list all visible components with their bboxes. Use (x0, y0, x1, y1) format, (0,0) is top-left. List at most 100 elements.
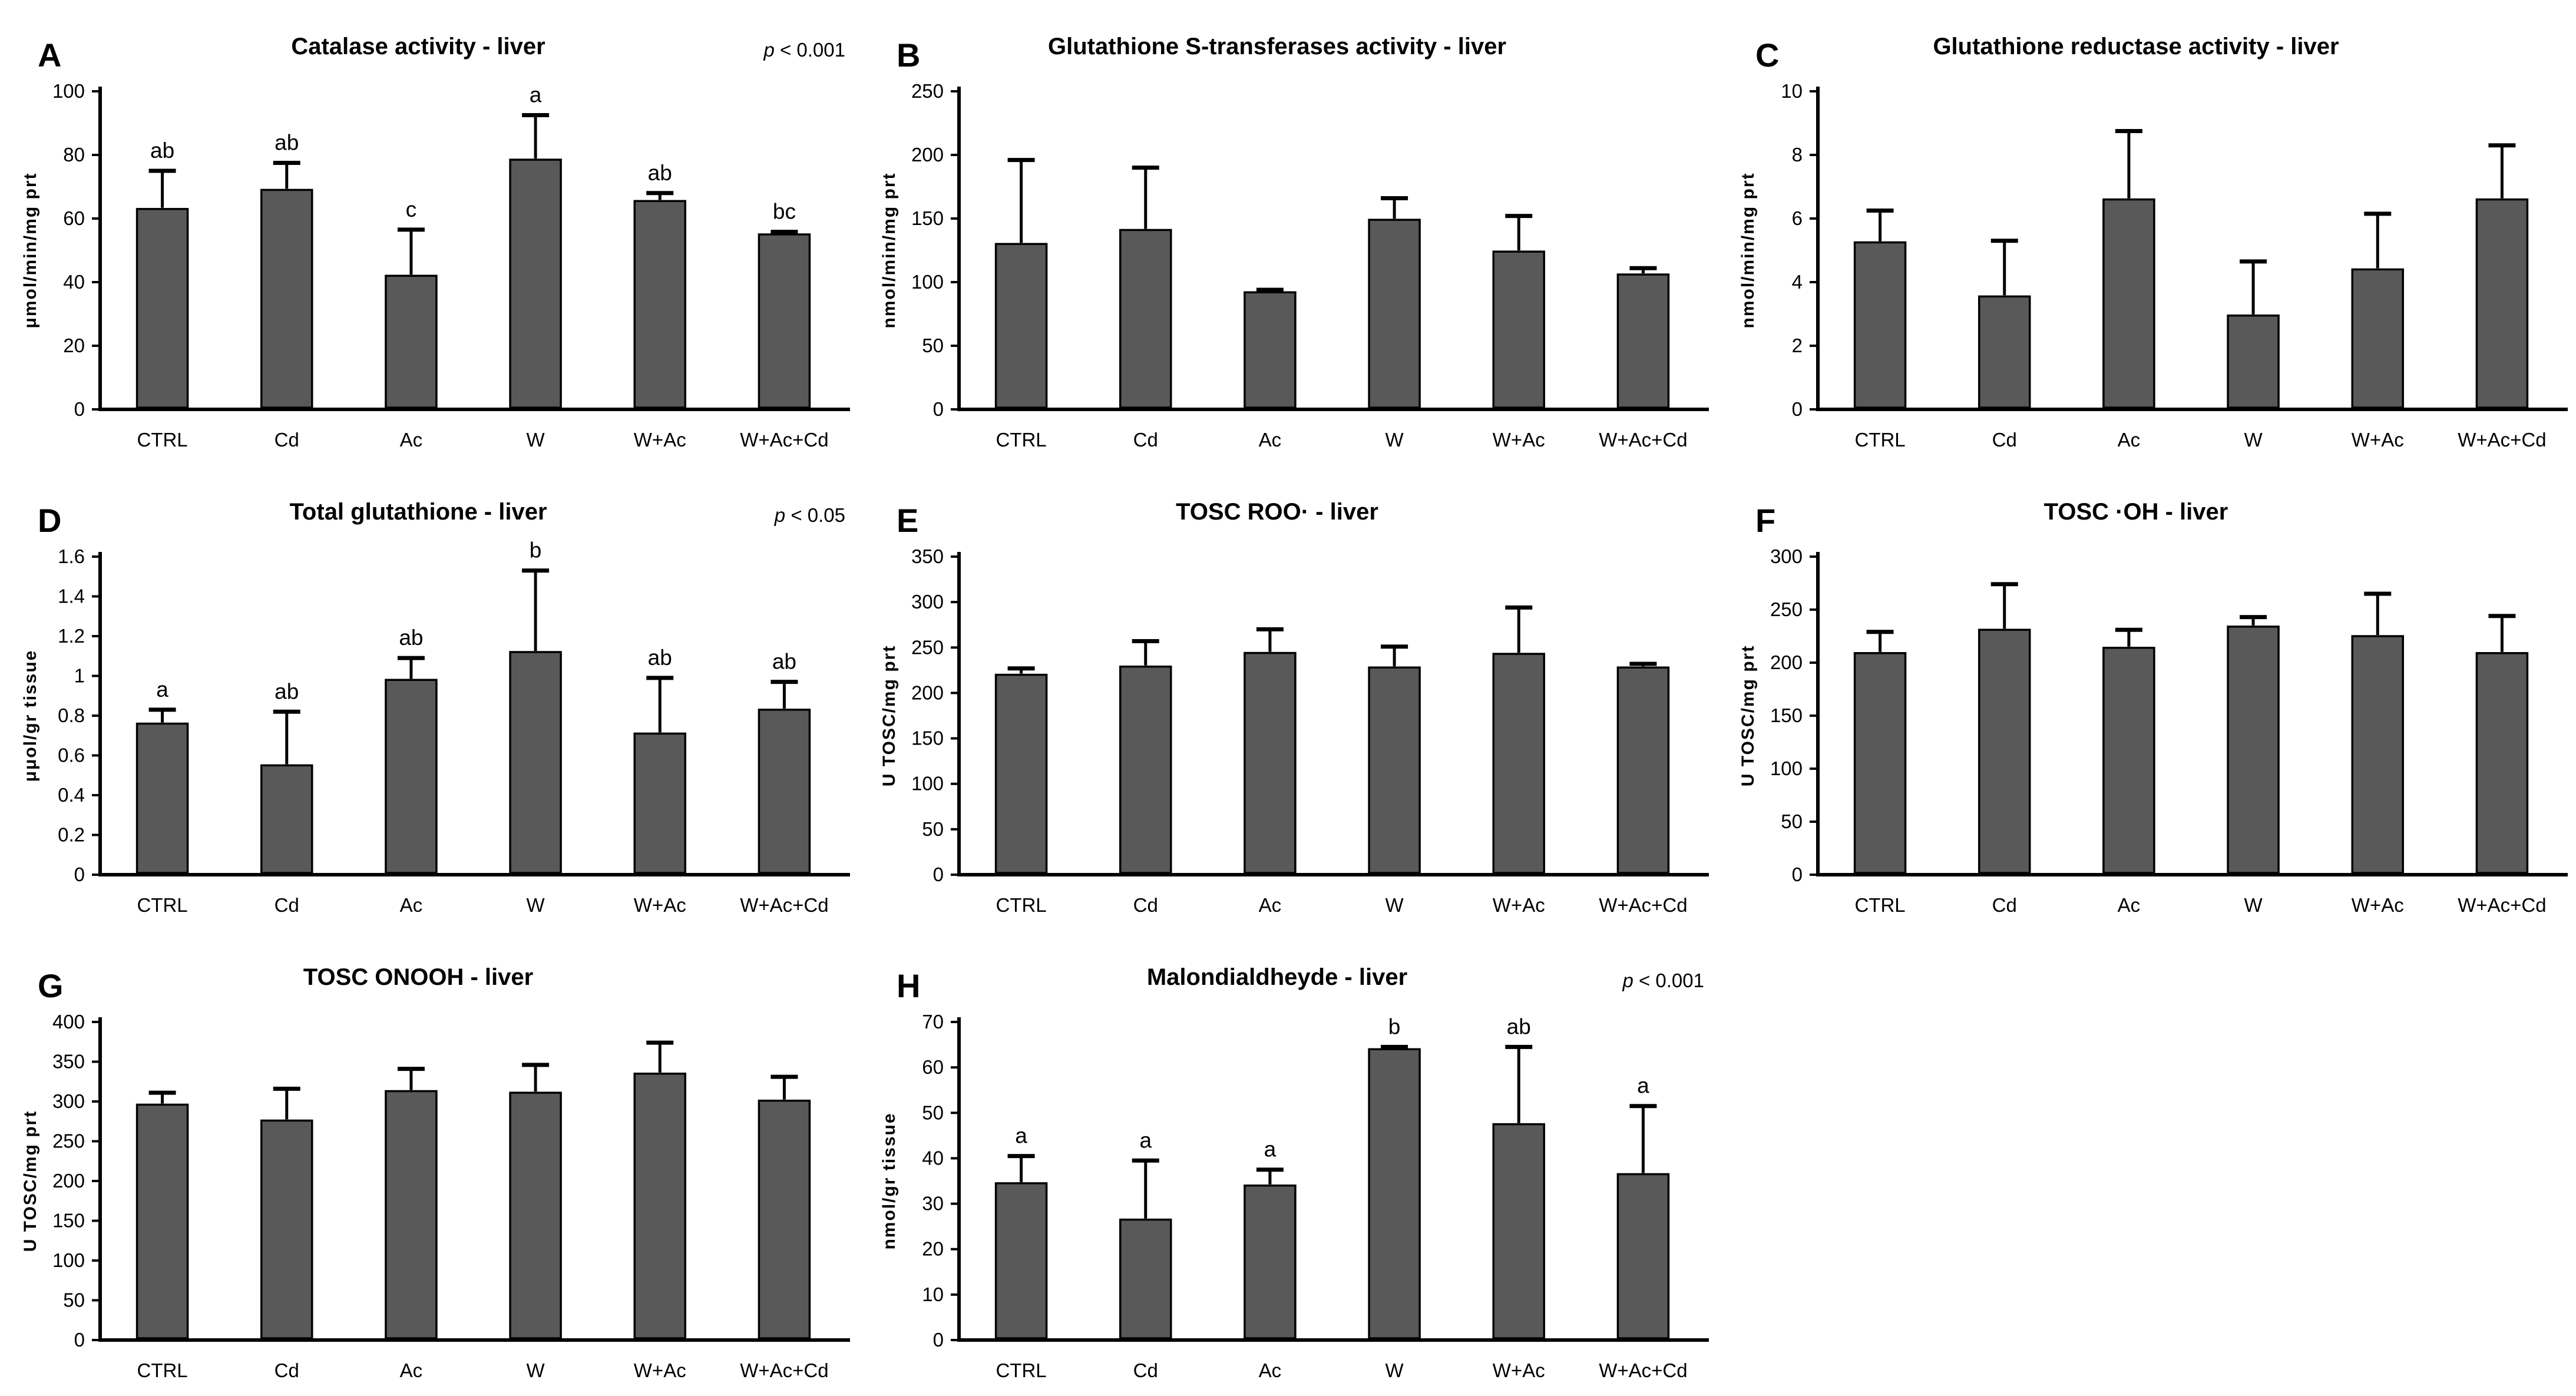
bar-W+Ac (1492, 250, 1545, 409)
chart-title: TOSC ROO· - liver (1176, 499, 1378, 525)
bar-W (2227, 626, 2280, 874)
y-tick-label: 150 (911, 727, 944, 749)
bar-W+Ac+Cd (758, 709, 811, 874)
y-tick-label: 20 (922, 1238, 944, 1260)
bar-CTRL (994, 243, 1048, 409)
y-tick-label: 0.8 (58, 704, 85, 726)
y-tick-label: 250 (1770, 598, 1803, 620)
y-tick-label: 300 (1770, 545, 1803, 567)
x-category-label: Ac (400, 1359, 423, 1381)
bar-Ac (1244, 1184, 1297, 1339)
x-category-label: W+Ac (634, 429, 686, 451)
p-value-threshold: < 0.05 (785, 504, 845, 526)
x-category-label: CTRL (137, 429, 187, 451)
x-category-label: W (2244, 894, 2263, 916)
bar-chart: 0 0.2 0.4 0.6 0.8 1 1.2 1.4 1.6 a CTRL ab Cd ab Ac b Wab… (58, 538, 850, 916)
y-tick-label: 350 (911, 545, 944, 567)
y-tick-label: 250 (911, 80, 944, 102)
x-category-label: CTRL (996, 894, 1046, 916)
chart-title: TOSC ONOOH - liver (303, 964, 534, 990)
significance-letter: ab (399, 626, 423, 650)
p-value-symbol: p (774, 504, 786, 526)
y-tick-label: 70 (922, 1011, 944, 1033)
y-tick-label: 0 (933, 398, 944, 420)
bar-Cd (260, 1119, 313, 1339)
bar-CTRL (135, 208, 189, 409)
bar-chart: 0 2 4 6 8 10 CTRL Cd Ac W W+Ac W+Ac+Cd (1781, 80, 2568, 451)
y-tick-label: 0 (1792, 398, 1803, 420)
y-tick-label: 0 (933, 1329, 944, 1351)
x-category-label: CTRL (1854, 894, 1905, 916)
bar-W+Ac (633, 732, 686, 874)
bar-W+Ac+Cd (2475, 652, 2529, 874)
y-tick-label: 10 (1781, 80, 1803, 102)
bar-Ac (385, 679, 438, 874)
significance-letter: a (1139, 1128, 1152, 1152)
significance-letter: a (1637, 1074, 1649, 1098)
bar-Ac (385, 1090, 438, 1339)
p-value-threshold: < 0.001 (1633, 970, 1704, 991)
significance-letter: ab (648, 646, 672, 670)
bar-Cd (260, 764, 313, 874)
y-tick-label: 0 (74, 864, 85, 885)
x-category-label: Ac (400, 429, 423, 451)
panel-letter: B (897, 37, 921, 74)
panel-letter: A (38, 37, 62, 74)
y-tick-label: 80 (63, 144, 85, 166)
y-tick-label: 1.4 (58, 585, 85, 607)
significance-letter: bc (773, 200, 796, 224)
panel-letter: G (38, 967, 64, 1004)
bar-W (1368, 1048, 1421, 1339)
x-category-label: Ac (1259, 429, 1282, 451)
x-category-label: W (1385, 429, 1404, 451)
bar-W+Ac (1492, 1123, 1545, 1339)
significance-letter: a (1015, 1124, 1027, 1148)
y-tick-label: 300 (52, 1090, 85, 1112)
significance-letter: ab (648, 161, 672, 185)
y-tick-label: 20 (63, 335, 85, 356)
x-category-label: W+Ac (634, 1359, 686, 1381)
bar-chart: 0 50 100 150 200 250 CTRL Cd Ac W W+Ac W+Ac+Cd (911, 80, 1709, 451)
bar-CTRL (1853, 241, 1907, 409)
y-tick-label: 2 (1792, 335, 1803, 356)
significance-letter: b (1388, 1014, 1401, 1038)
x-category-label: W (1385, 1359, 1404, 1381)
y-tick-label: 200 (52, 1170, 85, 1192)
bar-chart: 0 50 100 150 200 250 300 CTRL Cd Ac W W+Ac W+Ac+Cd (1770, 545, 2568, 916)
x-category-label: CTRL (996, 1359, 1046, 1381)
y-tick-label: 40 (63, 271, 85, 293)
bar-Cd (1119, 1218, 1172, 1339)
bar-W+Ac+Cd (758, 233, 811, 409)
y-tick-label: 60 (922, 1056, 944, 1078)
significance-letter: ab (275, 131, 299, 155)
chart-panel-F: F TOSC ·OH - liver U TOSC/mg prt 0 50 100 1… (1718, 465, 2576, 931)
x-category-label: Cd (1992, 894, 2017, 916)
x-category-label: W+Ac+Cd (740, 429, 828, 451)
chart-panel-H: H Malondialdheyde - liver p < 0.001 nmol… (859, 931, 1717, 1396)
x-category-label: CTRL (996, 429, 1046, 451)
chart-title: TOSC ·OH - liver (2043, 499, 2228, 525)
x-category-label: CTRL (137, 894, 187, 916)
p-value-symbol: p (1622, 970, 1633, 991)
chart-panel-A: A Catalase activity - liver p < 0.001 μm… (0, 0, 858, 465)
y-tick-label: 150 (1770, 704, 1803, 726)
x-category-label: W (527, 894, 545, 916)
chart-panel-G: G TOSC ONOOH - liver U TOSC/mg prt 0 50 10… (0, 931, 858, 1396)
x-category-label: W+Ac (2352, 429, 2404, 451)
x-category-label: Ac (400, 894, 423, 916)
y-tick-label: 50 (922, 1101, 944, 1123)
significance-letter: b (530, 538, 542, 563)
x-category-label: Ac (2118, 429, 2141, 451)
bar-CTRL (135, 722, 189, 874)
y-tick-label: 1.2 (58, 625, 85, 647)
bar-W (509, 158, 562, 409)
x-category-label: W (527, 429, 545, 451)
y-tick-label: 0.4 (58, 784, 85, 806)
x-category-label: W+Ac+Cd (740, 894, 828, 916)
bar-W+Ac (2351, 635, 2404, 874)
y-tick-label: 250 (911, 636, 944, 658)
x-category-label: CTRL (137, 1359, 187, 1381)
panel-letter: F (1755, 502, 1776, 539)
bar-W+Ac+Cd (758, 1099, 811, 1339)
